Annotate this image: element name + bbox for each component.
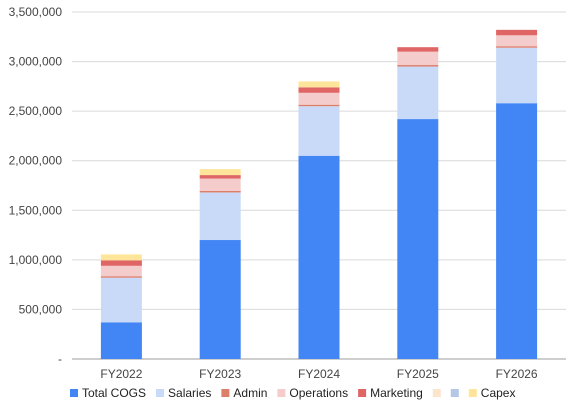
y-tick-label: - (58, 352, 62, 366)
legend-swatch (468, 389, 477, 397)
bar-segment (199, 175, 241, 179)
legend-item (432, 389, 441, 397)
legend-label: Marketing (370, 386, 423, 400)
bar-segment (397, 51, 439, 66)
legend-item: Admin (221, 386, 267, 400)
y-tick-label: 1,500,000 (9, 203, 63, 217)
bar-segment (496, 46, 538, 48)
y-tick-label: 3,500,000 (9, 5, 63, 19)
bar-segment (397, 47, 439, 52)
y-axis-tick-labels: - 500,000 1,000,000 1,500,000 2,000,000 2,500… (9, 5, 63, 366)
bar-segment (199, 240, 241, 359)
bar-segment (397, 66, 439, 120)
x-tick-label: FY2025 (397, 367, 439, 381)
legend-item: Marketing (358, 386, 423, 400)
legend-label: Admin (233, 386, 267, 400)
legend-swatch (358, 389, 367, 397)
bar-segment (100, 265, 142, 277)
bar-stack (397, 47, 439, 360)
bars (100, 29, 538, 360)
bar-segment (397, 65, 439, 67)
bar-segment (199, 190, 241, 193)
legend-label: Total COGS (82, 386, 146, 400)
bar-stack (100, 254, 142, 359)
legend-label: Operations (289, 386, 348, 400)
bar-segment (298, 106, 340, 156)
legend-swatch (70, 389, 78, 397)
bar-segment (199, 192, 241, 241)
bar-segment (496, 29, 538, 36)
bar-segment (496, 47, 538, 104)
legend-label: Capex (481, 386, 516, 400)
legend-swatch (450, 389, 459, 397)
legend-item: Total COGS (70, 386, 146, 400)
bar-segment (199, 178, 241, 191)
bar-segment (100, 254, 142, 261)
y-tick-label: 3,000,000 (9, 55, 63, 69)
legend: Total COGS Salaries Admin Operations Marketi… (70, 386, 515, 400)
x-tick-label: FY2023 (199, 367, 241, 381)
legend-swatch (156, 389, 165, 397)
y-tick-label: 1,000,000 (9, 253, 63, 267)
bar-stack (496, 29, 538, 359)
legend-swatch (432, 389, 441, 397)
legend-swatch (221, 389, 230, 397)
bar-segment (298, 155, 340, 359)
legend-item: Salaries (156, 386, 211, 400)
legend-swatch (277, 389, 286, 397)
bar-segment (298, 81, 340, 88)
legend-item: Capex (468, 386, 516, 400)
bar-segment (298, 92, 340, 105)
y-tick-label: 2,000,000 (9, 154, 63, 168)
x-tick-label: FY2024 (298, 367, 340, 381)
bar-segment (100, 322, 142, 359)
bar-segment (298, 104, 340, 107)
bar-stack (298, 81, 340, 359)
bar-segment (100, 260, 142, 266)
bar-segment (298, 87, 340, 93)
bar-segment (100, 276, 142, 278)
bar-segment (100, 277, 142, 323)
bar-segment (199, 169, 241, 176)
bar-segment (397, 119, 439, 360)
bar-stack (199, 169, 241, 359)
x-tick-label: FY2022 (100, 367, 142, 381)
legend-item: Operations (277, 386, 348, 400)
x-tick-label: FY2026 (496, 367, 538, 381)
x-axis-tick-labels: FY2022 FY2023 FY2024 FY2025 FY2026 (100, 367, 538, 381)
legend-item (450, 389, 459, 397)
bar-segment (496, 35, 538, 47)
y-tick-label: 2,500,000 (9, 104, 63, 118)
legend-label: Salaries (168, 386, 211, 400)
bar-segment (496, 103, 538, 359)
y-tick-label: 500,000 (19, 302, 63, 316)
